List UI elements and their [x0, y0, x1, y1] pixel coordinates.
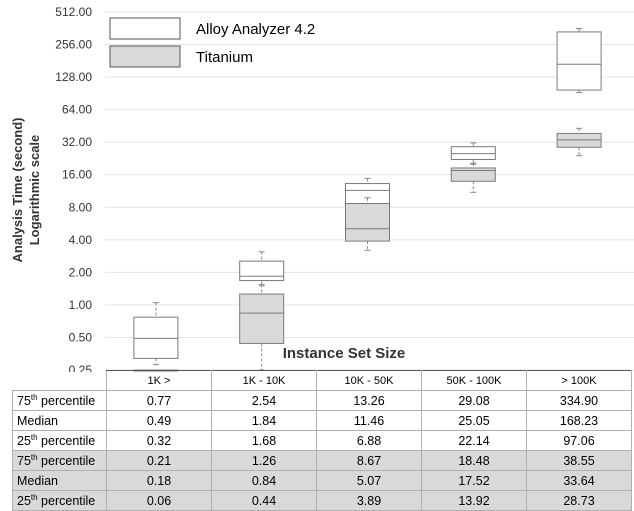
table-row: Median 0.18 0.84 5.07 17.52 33.64 [12, 470, 632, 491]
legend-swatch-alloy [109, 17, 181, 40]
table-cell: 13.26 [316, 390, 422, 411]
table-corner [13, 371, 107, 391]
y-tick-label: 4.00 [69, 233, 93, 247]
table-cell: 18.48 [421, 450, 527, 471]
table-cell: 29.08 [421, 390, 527, 411]
y-tick-label: 64.00 [62, 103, 92, 117]
row-label: 25th percentile [12, 430, 107, 451]
y-axis-label-line1: Analysis Time (second) [10, 118, 25, 263]
box [450, 167, 496, 182]
x-axis-label: Instance Set Size [283, 345, 406, 362]
table-header-cell: 50K - 100K [421, 370, 527, 391]
table-cell: 0.32 [106, 430, 212, 451]
table-cell: 0.18 [106, 470, 212, 491]
box [450, 146, 496, 160]
table-cell: 168.23 [526, 410, 632, 431]
table-header-cell: > 100K [526, 370, 632, 391]
table-row: 75th percentile 0.77 2.54 13.26 29.08 334.90 [12, 390, 632, 411]
table-cell: 2.54 [211, 390, 317, 411]
row-label-suffix: percentile [37, 494, 96, 509]
legend-swatch-titanium [109, 45, 181, 68]
legend-label-titanium: Titanium [196, 49, 253, 66]
box [556, 132, 602, 148]
row-label-superscript: th [30, 392, 38, 402]
box [345, 202, 390, 242]
box [556, 31, 602, 91]
y-tick-label: 1.00 [69, 298, 93, 312]
y-tick-label: 0.25 [69, 363, 93, 372]
row-label: 75th percentile [12, 390, 107, 411]
row-label-superscript: th [30, 492, 38, 502]
row-label-superscript: th [30, 452, 38, 462]
table-row: 75th percentile 0.21 1.26 8.67 18.48 38.55 [12, 450, 632, 471]
table-header-row: 1K > 1K - 10K 10K - 50K 50K - 100K > 100… [13, 370, 632, 391]
table-cell: 1.68 [211, 430, 317, 451]
table-header-cell: 10K - 50K [316, 370, 422, 391]
y-tick-label: 32.00 [62, 135, 92, 149]
series-0 [133, 28, 602, 366]
table-cell: 3.89 [316, 490, 422, 511]
row-label-text: 25 [17, 434, 31, 449]
y-tick-label: 8.00 [69, 200, 93, 214]
table-cell: 17.52 [421, 470, 527, 491]
table-cell: 11.46 [316, 410, 422, 431]
box [133, 316, 179, 359]
row-label: Median [12, 410, 107, 431]
table-cell: 8.67 [316, 450, 422, 471]
row-label: Median [12, 470, 107, 491]
box-plot-chart: 0.25 0.50 1.00 2.00 4.00 8.00 16.00 32.00 64.00 1… [10, 5, 634, 372]
box [239, 260, 285, 282]
table-cell: 6.88 [316, 430, 422, 451]
table-cell: 22.14 [421, 430, 527, 451]
table-cell: 33.64 [526, 470, 632, 491]
table-cell: 25.05 [421, 410, 527, 431]
row-label: 25th percentile [12, 490, 107, 511]
y-tick-label: 16.00 [62, 168, 92, 182]
row-label: 75th percentile [12, 450, 107, 471]
table-cell: 0.84 [211, 470, 317, 491]
y-tick-label: 2.00 [69, 265, 93, 279]
row-label-text: Median [17, 473, 58, 488]
row-label-suffix: percentile [37, 434, 96, 449]
table-row: 25th percentile 0.06 0.44 3.89 13.92 28.73 [12, 490, 632, 511]
table-cell: 5.07 [316, 470, 422, 491]
row-label-suffix: percentile [37, 394, 96, 409]
table-cell: 0.06 [106, 490, 212, 511]
table-cell: 0.77 [106, 390, 212, 411]
row-label-text: 25 [17, 494, 31, 509]
table-row: 25th percentile 0.32 1.68 6.88 22.14 97.06 [12, 430, 632, 451]
table-cell: 13.92 [421, 490, 527, 511]
row-label-superscript: th [30, 432, 38, 442]
box-series [133, 28, 602, 372]
table-cell: 1.84 [211, 410, 317, 431]
table-cell: 97.06 [526, 430, 632, 451]
legend-label-alloy: Alloy Analyzer 4.2 [196, 21, 315, 38]
table-row: Median 0.49 1.84 11.46 25.05 168.23 [12, 410, 632, 431]
table-cell: 0.21 [106, 450, 212, 471]
legend: Alloy Analyzer 4.2 Titanium [109, 17, 315, 68]
y-tick-label: 512.00 [55, 5, 92, 19]
y-axis-ticks: 0.25 0.50 1.00 2.00 4.00 8.00 16.00 32.00 64.00 1… [55, 5, 92, 372]
y-axis-label-line2: Logarithmic scale [27, 135, 42, 246]
y-tick-label: 0.50 [69, 330, 93, 344]
table-cell: 28.73 [526, 490, 632, 511]
table-cell: 334.90 [526, 390, 632, 411]
y-tick-label: 256.00 [55, 38, 92, 52]
series-1 [133, 127, 602, 372]
table-cell: 0.49 [106, 410, 212, 431]
table-cell: 38.55 [526, 450, 632, 471]
row-label-text: 75 [17, 454, 31, 469]
row-label-suffix: percentile [37, 454, 96, 469]
box [239, 293, 285, 344]
statistics-table: 1K > 1K - 10K 10K - 50K 50K - 100K > 100… [12, 370, 632, 511]
table-header-cell: 1K - 10K [211, 370, 317, 391]
table-cell: 0.44 [211, 490, 317, 511]
row-label-text: 75 [17, 394, 31, 409]
table-header-cell: 1K > [106, 370, 212, 391]
row-label-text: Median [17, 413, 58, 428]
table-cell: 1.26 [211, 450, 317, 471]
y-tick-label: 128.00 [55, 70, 92, 84]
